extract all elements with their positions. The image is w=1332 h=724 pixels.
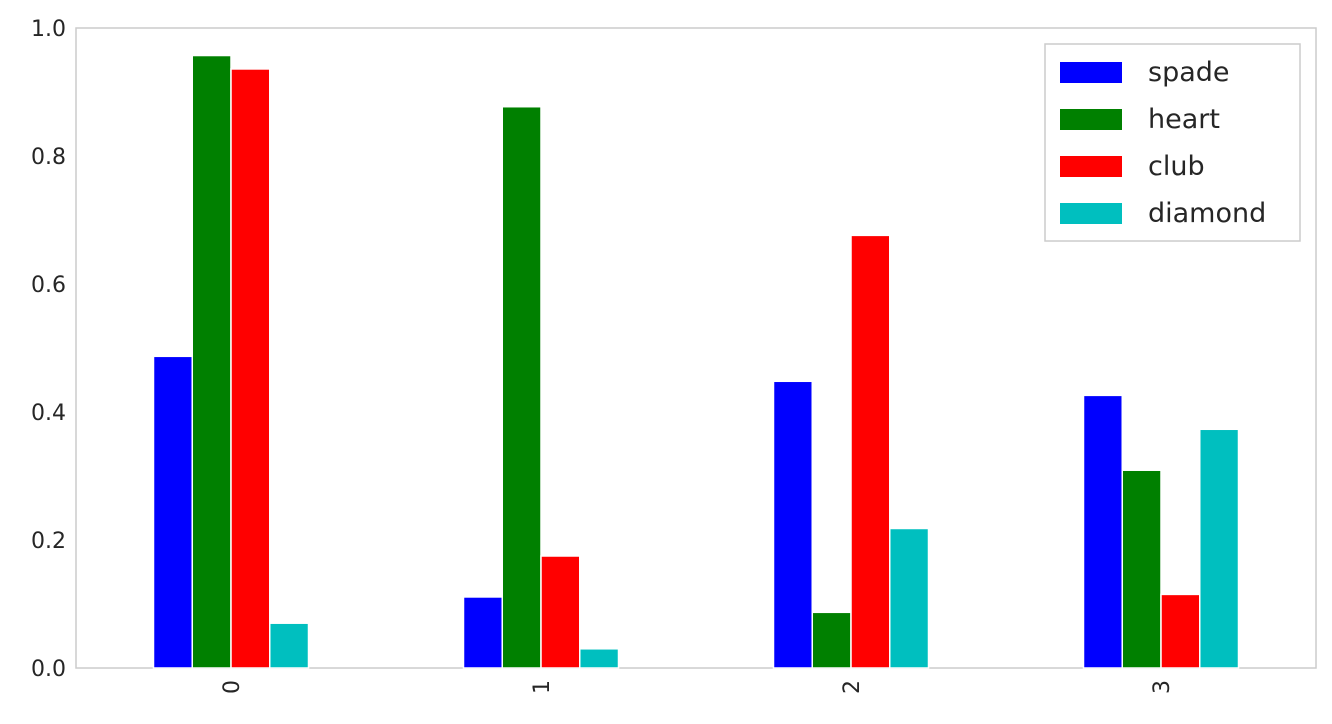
y-tick-label: 0.4 (31, 401, 66, 426)
bar-club-2 (850, 234, 891, 669)
bar-heart-1 (501, 105, 542, 669)
x-tick-label: 3 (1150, 680, 1175, 694)
bar-diamond-1 (579, 648, 620, 669)
y-tick-label: 0.2 (31, 529, 66, 554)
bar-heart-0 (191, 54, 232, 669)
y-axis: 0.0 0.2 0.4 0.6 0.8 1.0 (31, 17, 66, 682)
legend-label-club: club (1148, 151, 1205, 182)
bar-club-1 (540, 555, 581, 669)
y-tick-label: 0.8 (31, 145, 66, 170)
bar-spade-2 (772, 380, 813, 669)
x-tick-label: 1 (530, 680, 555, 694)
legend-label-diamond: diamond (1148, 198, 1266, 229)
legend-swatch-heart (1060, 109, 1122, 130)
y-tick-label: 1.0 (31, 17, 66, 42)
x-tick-label: 0 (220, 680, 245, 694)
x-tick-label: 2 (840, 680, 865, 694)
bar-diamond-2 (889, 527, 930, 669)
legend-label-heart: heart (1148, 104, 1220, 135)
legend: spade heart club diamond (1044, 43, 1301, 242)
bar-spade-0 (152, 355, 193, 669)
bar-spade-1 (462, 596, 503, 669)
legend-label-spade: spade (1148, 57, 1230, 88)
bar-spade-3 (1082, 394, 1123, 669)
legend-swatch-spade (1060, 62, 1122, 83)
bar-heart-2 (811, 611, 852, 669)
bar-club-0 (230, 68, 271, 669)
bar-diamond-0 (269, 622, 310, 669)
legend-swatch-diamond (1060, 203, 1122, 224)
legend-swatch-club (1060, 156, 1122, 177)
y-tick-label: 0.0 (31, 657, 66, 682)
bars-group (152, 54, 1240, 669)
y-tick-label: 0.6 (31, 273, 66, 298)
bar-heart-3 (1121, 469, 1162, 669)
bar-diamond-3 (1199, 428, 1240, 669)
bar-club-3 (1160, 593, 1201, 669)
x-axis: 0 1 2 3 (220, 680, 1175, 694)
